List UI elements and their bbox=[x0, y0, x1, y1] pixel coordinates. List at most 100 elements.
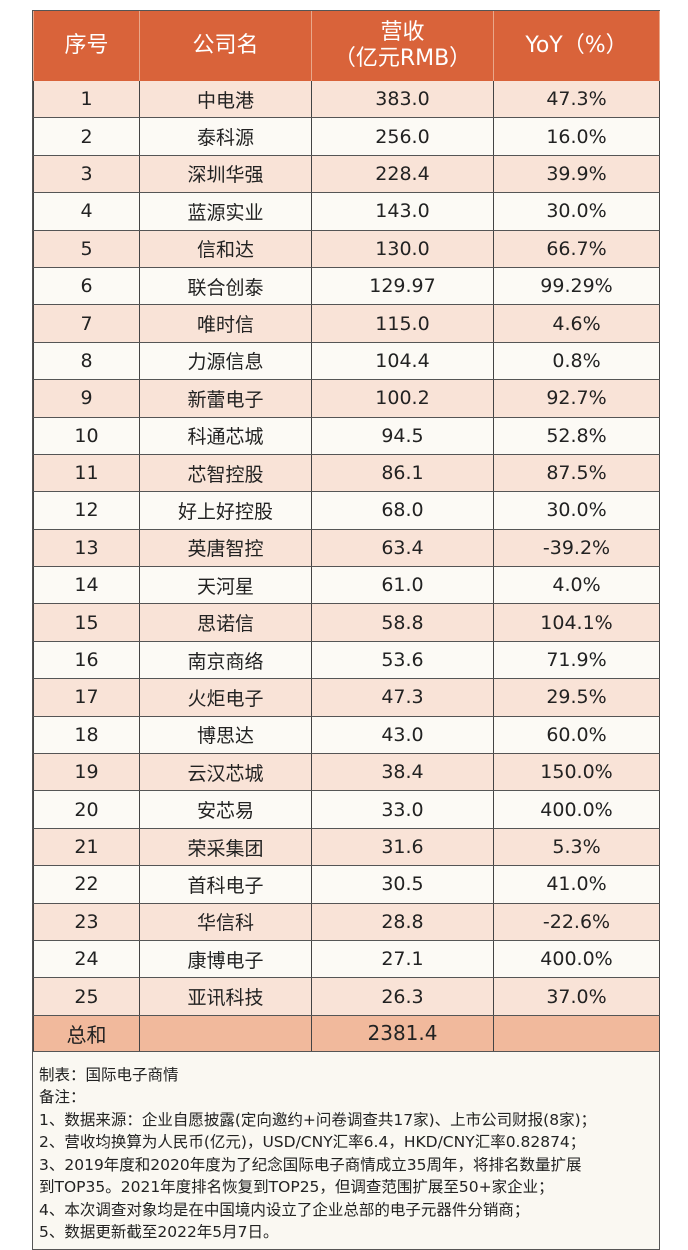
table-row: 15 思诺信 58.8 104.1% bbox=[33, 603, 660, 642]
cell-company: 思诺信 bbox=[139, 603, 312, 642]
cell-revenue: 130.0 bbox=[311, 230, 494, 268]
cell-revenue: 383.0 bbox=[311, 81, 494, 119]
note-line: 3、2019年度和2020年度为了纪念国际电子商情成立35周年，将排名数量扩展 bbox=[39, 1155, 582, 1174]
note-line: 备注： bbox=[39, 1088, 86, 1107]
cell-company: 安芯易 bbox=[139, 790, 312, 829]
table-row: 19 云汉芯城 38.4 150.0% bbox=[33, 753, 660, 792]
cell-yoy: 400.0% bbox=[493, 940, 660, 979]
cell-yoy: 37.0% bbox=[493, 977, 660, 1016]
cell-revenue: 61.0 bbox=[311, 566, 494, 605]
cell-revenue: 26.3 bbox=[311, 977, 494, 1016]
cell-yoy: 4.6% bbox=[493, 304, 660, 343]
cell-yoy: 29.5% bbox=[493, 678, 660, 717]
cell-revenue: 31.6 bbox=[311, 828, 494, 867]
ranking-table: 序号 公司名 营收 （亿元RMB） YoY（%） 1 中电港 383.0 47.3% 2 泰… bbox=[33, 11, 660, 1051]
cell-rank: 23 bbox=[33, 903, 140, 941]
header-revenue-line1: 营收 bbox=[380, 20, 425, 45]
cell-yoy: 99.29% bbox=[493, 267, 660, 306]
cell-revenue: 68.0 bbox=[311, 491, 494, 530]
table-row: 13 英唐智控 63.4 -39.2% bbox=[33, 529, 660, 568]
cell-revenue: 129.97 bbox=[311, 267, 494, 306]
cell-company: 南京商络 bbox=[139, 641, 312, 680]
cell-yoy: 60.0% bbox=[493, 716, 660, 755]
cell-revenue: 53.6 bbox=[311, 641, 494, 680]
cell-yoy: 47.3% bbox=[493, 81, 660, 119]
cell-yoy: 0.8% bbox=[493, 342, 660, 381]
table-row: 10 科通芯城 94.5 52.8% bbox=[33, 417, 660, 455]
cell-yoy: 4.0% bbox=[493, 566, 660, 605]
cell-yoy: 52.8% bbox=[493, 417, 660, 455]
ranking-table-container: 序号 公司名 营收 （亿元RMB） YoY（%） 1 中电港 383.0 47.3% 2 泰… bbox=[32, 10, 660, 1250]
cell-rank: 17 bbox=[33, 678, 140, 717]
cell-yoy: 66.7% bbox=[493, 230, 660, 268]
cell-company: 荣采集团 bbox=[139, 828, 312, 867]
cell-company: 信和达 bbox=[139, 230, 312, 268]
table-row: 8 力源信息 104.4 0.8% bbox=[33, 342, 660, 381]
note-line: 到TOP35。2021年度排名恢复到TOP25，但调查范围扩展至50+家企业； bbox=[39, 1178, 554, 1197]
cell-yoy: 30.0% bbox=[493, 192, 660, 231]
table-row: 11 芯智控股 86.1 87.5% bbox=[33, 454, 660, 493]
table-row: 22 首科电子 30.5 41.0% bbox=[33, 865, 660, 904]
table-row: 25 亚讯科技 26.3 37.0% bbox=[33, 977, 660, 1016]
cell-rank: 20 bbox=[33, 790, 140, 829]
header-company: 公司名 bbox=[139, 11, 312, 81]
table-row: 4 蓝源实业 143.0 30.0% bbox=[33, 192, 660, 231]
cell-revenue: 58.8 bbox=[311, 603, 494, 642]
cell-rank: 25 bbox=[33, 977, 140, 1016]
cell-rank: 14 bbox=[33, 566, 140, 605]
table-row: 20 安芯易 33.0 400.0% bbox=[33, 790, 660, 829]
note-line: 4、本次调查对象均是在中国境内设立了企业总部的电子元器件分销商； bbox=[39, 1200, 530, 1219]
cell-rank: 10 bbox=[33, 417, 140, 455]
cell-company: 泰科源 bbox=[139, 117, 312, 156]
cell-revenue: 38.4 bbox=[311, 753, 494, 792]
cell-company: 联合创泰 bbox=[139, 267, 312, 306]
cell-yoy: 400.0% bbox=[493, 790, 660, 829]
cell-yoy: 41.0% bbox=[493, 865, 660, 904]
table-row: 23 华信科 28.8 -22.6% bbox=[33, 903, 660, 941]
cell-revenue: 47.3 bbox=[311, 678, 494, 717]
table-row: 1 中电港 383.0 47.3% bbox=[33, 81, 660, 119]
cell-revenue: 30.5 bbox=[311, 865, 494, 904]
table-row: 12 好上好控股 68.0 30.0% bbox=[33, 491, 660, 530]
cell-yoy: -39.2% bbox=[493, 529, 660, 568]
notes: 制表：国际电子商情 备注： 1、数据来源：企业自愿披露(定向邀约+问卷调查共17家)… bbox=[33, 1050, 659, 1249]
cell-company: 康博电子 bbox=[139, 940, 312, 979]
cell-yoy: 5.3% bbox=[493, 828, 660, 867]
cell-rank: 4 bbox=[33, 192, 140, 231]
cell-yoy: 30.0% bbox=[493, 491, 660, 530]
note-line: 5、数据更新截至2022年5月7日。 bbox=[39, 1223, 279, 1242]
header-revenue-line2: （亿元RMB） bbox=[333, 46, 472, 71]
cell-revenue: 43.0 bbox=[311, 716, 494, 755]
total-row: 总和 2381.4 bbox=[33, 1015, 660, 1051]
table-row: 6 联合创泰 129.97 99.29% bbox=[33, 267, 660, 306]
cell-rank: 9 bbox=[33, 379, 140, 418]
cell-rank: 2 bbox=[33, 117, 140, 156]
cell-rank: 8 bbox=[33, 342, 140, 381]
cell-company: 科通芯城 bbox=[139, 417, 312, 455]
cell-company: 唯时信 bbox=[139, 304, 312, 343]
table-row: 14 天河星 61.0 4.0% bbox=[33, 566, 660, 605]
table-row: 17 火炬电子 47.3 29.5% bbox=[33, 678, 660, 717]
cell-yoy: -22.6% bbox=[493, 903, 660, 941]
cell-company: 博思达 bbox=[139, 716, 312, 755]
cell-rank: 6 bbox=[33, 267, 140, 306]
table-row: 18 博思达 43.0 60.0% bbox=[33, 716, 660, 755]
cell-rank: 7 bbox=[33, 304, 140, 343]
table-row: 21 荣采集团 31.6 5.3% bbox=[33, 828, 660, 867]
cell-company: 华信科 bbox=[139, 903, 312, 941]
cell-revenue: 143.0 bbox=[311, 192, 494, 231]
cell-revenue: 28.8 bbox=[311, 903, 494, 941]
cell-company: 蓝源实业 bbox=[139, 192, 312, 231]
cell-rank: 18 bbox=[33, 716, 140, 755]
cell-rank: 12 bbox=[33, 491, 140, 530]
cell-rank: 13 bbox=[33, 529, 140, 568]
cell-company: 力源信息 bbox=[139, 342, 312, 381]
cell-yoy: 16.0% bbox=[493, 117, 660, 156]
cell-revenue: 100.2 bbox=[311, 379, 494, 418]
cell-yoy: 87.5% bbox=[493, 454, 660, 493]
header-revenue: 营收 （亿元RMB） bbox=[311, 11, 494, 81]
cell-yoy: 39.9% bbox=[493, 155, 660, 194]
cell-yoy: 71.9% bbox=[493, 641, 660, 680]
cell-company: 火炬电子 bbox=[139, 678, 312, 717]
cell-rank: 15 bbox=[33, 603, 140, 642]
